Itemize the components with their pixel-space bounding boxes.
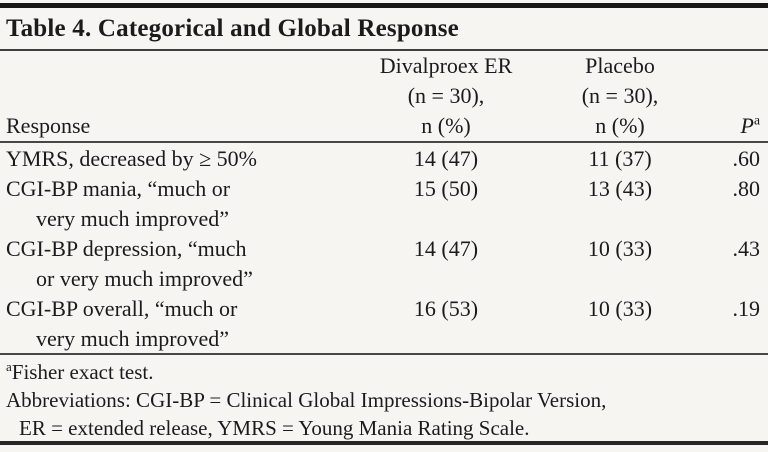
p-header-label: Pa bbox=[704, 111, 760, 141]
table-row: CGI-BP depression, “much or very much im… bbox=[6, 234, 760, 294]
bottom-border-rule bbox=[0, 441, 768, 445]
footnote-abbreviations-line1: Abbreviations: CGI-BP = Clinical Global … bbox=[6, 388, 607, 412]
p-label: P bbox=[740, 113, 754, 138]
row-response-label-continuation: very much improved” bbox=[36, 326, 230, 351]
divalproex-header-line1: Divalproex ER bbox=[379, 53, 513, 78]
top-border-rule bbox=[0, 3, 768, 8]
row-response-label-continuation: or very much improved” bbox=[36, 266, 253, 291]
divalproex-header-line2: (n = 30), bbox=[407, 83, 485, 108]
footnote-fisher-text: Fisher exact test. bbox=[11, 360, 154, 384]
column-header-placebo: Placebo (n = 30), n (%) bbox=[536, 51, 704, 141]
table-body: YMRS, decreased by ≥ 50% 14 (47) 11 (37)… bbox=[0, 143, 768, 353]
placebo-header-line3: n (%) bbox=[595, 113, 645, 138]
header-separator-rule bbox=[0, 141, 768, 143]
row-response-label: YMRS, decreased by ≥ 50% bbox=[6, 146, 257, 171]
row-p-value: .80 bbox=[732, 176, 761, 201]
row-placebo-value: 11 (37) bbox=[588, 146, 652, 171]
row-response-label: CGI-BP overall, “much or bbox=[6, 296, 238, 321]
row-divalproex-value: 15 (50) bbox=[413, 176, 479, 201]
row-divalproex-value: 14 (47) bbox=[413, 236, 479, 261]
column-header-p-value: Pa bbox=[704, 51, 760, 141]
row-divalproex-value: 14 (47) bbox=[413, 146, 479, 171]
placebo-header-line1: Placebo bbox=[585, 53, 655, 78]
row-divalproex-value: 16 (53) bbox=[413, 296, 479, 321]
row-p-value: .19 bbox=[732, 296, 761, 321]
table-row: YMRS, decreased by ≥ 50% 14 (47) 11 (37)… bbox=[6, 144, 760, 174]
footnote-fisher: aFisher exact test. bbox=[6, 358, 760, 386]
row-placebo-value: 10 (33) bbox=[587, 236, 653, 261]
footnote-marker: a bbox=[6, 359, 12, 374]
row-p-value: .43 bbox=[732, 236, 761, 261]
row-placebo-value: 10 (33) bbox=[587, 296, 653, 321]
table-row: CGI-BP mania, “much or very much improve… bbox=[6, 174, 760, 234]
table-header-row: Response Divalproex ER (n = 30), n (%) P… bbox=[0, 51, 768, 141]
placebo-header-line2: (n = 30), bbox=[581, 83, 659, 108]
row-response-label-continuation: very much improved” bbox=[36, 206, 230, 231]
p-superscript: a bbox=[753, 112, 760, 128]
column-header-divalproex: Divalproex ER (n = 30), n (%) bbox=[356, 51, 536, 141]
title-separator-rule bbox=[0, 49, 768, 51]
row-response-label: CGI-BP depression, “much bbox=[6, 236, 247, 261]
row-p-value: .60 bbox=[732, 146, 761, 171]
row-response-label: CGI-BP mania, “much or bbox=[6, 176, 231, 201]
column-header-response: Response bbox=[6, 51, 356, 141]
footnote-separator-rule bbox=[0, 353, 768, 355]
table-footnotes: aFisher exact test. Abbreviations: CGI-B… bbox=[0, 355, 768, 441]
row-placebo-value: 13 (43) bbox=[587, 176, 653, 201]
response-header-label: Response bbox=[6, 113, 91, 138]
divalproex-header-line3: n (%) bbox=[421, 113, 471, 138]
table-title: Table 4. Categorical and Global Response bbox=[6, 15, 459, 42]
footnote-abbreviations-line2: ER = extended release, YMRS = Young Mani… bbox=[19, 416, 530, 440]
table-row: CGI-BP overall, “much or very much impro… bbox=[6, 294, 760, 354]
